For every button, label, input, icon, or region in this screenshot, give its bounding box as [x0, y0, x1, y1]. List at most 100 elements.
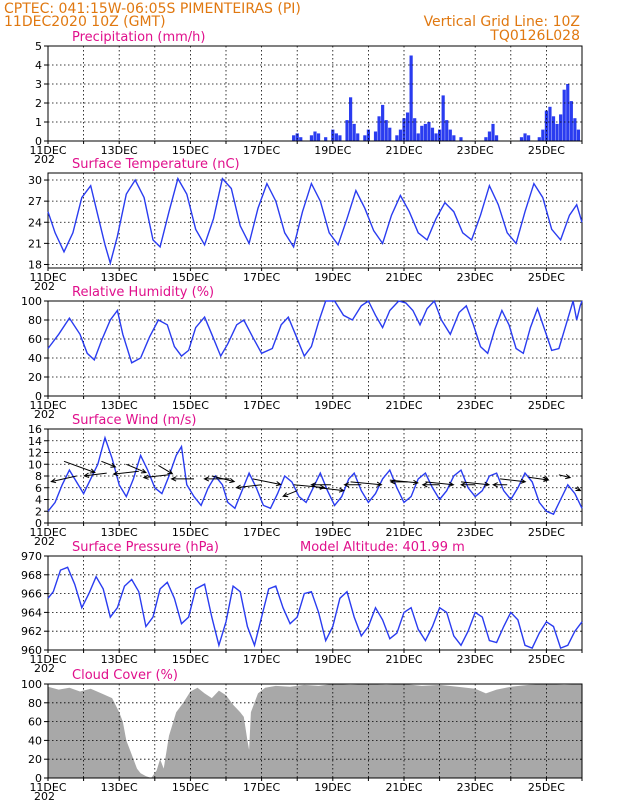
- precip-bar: [334, 133, 338, 141]
- precip-bar: [292, 135, 296, 141]
- wind-vector: [542, 475, 550, 481]
- precip-bar: [299, 137, 303, 141]
- y-tick-label: 3: [35, 78, 42, 91]
- precip-panel: 0 1 2 3 4 5 11DEC 13DEC 15DEC 17DEC 19DEC 21DEC 23DE…: [29, 30, 583, 166]
- y-tick-label: 27: [28, 195, 42, 208]
- x-tick-label: 21DEC: [385, 271, 422, 284]
- x-tick-label: 25DEC: [528, 399, 565, 412]
- y-tick-label: 2: [35, 97, 42, 110]
- x-tick-label: 21DEC: [385, 526, 422, 539]
- y-tick-label: 14: [28, 435, 42, 448]
- y-tick-label: 20: [28, 753, 42, 766]
- precip-bar: [349, 97, 353, 141]
- x-tick-label: 15DEC: [172, 526, 209, 539]
- wind-title: Surface Wind (m/s): [72, 413, 196, 428]
- temp-line: [47, 176, 583, 266]
- precip-bar: [316, 133, 321, 141]
- y-tick-label: 10: [28, 458, 42, 471]
- x-tick-label: 13DEC: [101, 781, 138, 794]
- y-tick-label: 24: [28, 216, 42, 229]
- y-tick-label: 5: [35, 40, 42, 53]
- precip-bar: [402, 118, 406, 141]
- precip-bar: [519, 137, 524, 141]
- precip-bar: [395, 135, 399, 141]
- wind-vector: [142, 474, 170, 480]
- temp-title: Surface Temperature (nC): [72, 157, 240, 172]
- precip-bar: [494, 135, 499, 141]
- y-tick-label: 100: [21, 295, 42, 308]
- pressure-note: Model Altitude: 401.99 m: [300, 540, 465, 555]
- x-year-label: 202: [34, 408, 55, 421]
- precip-bar: [430, 127, 435, 141]
- x-tick-label: 11DEC: [29, 781, 66, 794]
- x-tick-label: 19DEC: [314, 653, 351, 666]
- precip-bar: [420, 125, 424, 141]
- precip-bar: [345, 120, 349, 141]
- y-tick-label: 0: [35, 390, 42, 403]
- rh-panel: 0 20 40 60 80 100 11DEC 13DEC 15DEC 17DEC 19DEC 21D…: [21, 285, 583, 421]
- y-tick-label: 0: [35, 135, 42, 148]
- precip-bar: [566, 84, 570, 141]
- pressure-title: Surface Pressure (hPa): [72, 540, 219, 555]
- cloud-frame: [47, 683, 583, 779]
- y-tick-label: 8: [35, 470, 42, 483]
- precip-bar: [405, 112, 410, 141]
- y-tick-label: 20: [28, 371, 42, 384]
- precip-bar: [363, 135, 367, 141]
- wind-vector: [252, 478, 282, 487]
- x-year-label: 202: [34, 535, 55, 548]
- wind-vector: [83, 472, 107, 478]
- precip-bar: [352, 123, 356, 141]
- y-tick-label: 964: [21, 606, 42, 619]
- x-tick-label: 23DEC: [457, 526, 494, 539]
- pressure-panel: 960 962 964 966 968 970 11DEC 13DEC 15DEC 17DEC 19…: [21, 540, 583, 675]
- wind-vector: [421, 482, 440, 488]
- x-tick-label: 17DEC: [243, 653, 280, 666]
- y-tick-label: 966: [21, 588, 42, 601]
- y-tick-label: 40: [28, 734, 42, 747]
- wind-vector: [574, 486, 582, 492]
- y-tick-label: 960: [21, 644, 42, 657]
- precip-bar: [416, 133, 420, 141]
- wind-vector: [282, 490, 298, 498]
- x-tick-label: 15DEC: [172, 781, 209, 794]
- header-grid-note: Vertical Grid Line: 10Z: [424, 14, 580, 30]
- x-tick-label: 23DEC: [457, 781, 494, 794]
- precip-bar: [537, 137, 541, 141]
- pressure-line: [47, 566, 583, 650]
- rh-frame: [47, 300, 583, 397]
- pressure-frame: [47, 555, 583, 651]
- precip-bar: [373, 131, 378, 141]
- precip-bar: [541, 129, 545, 141]
- precip-bar: [324, 137, 328, 141]
- y-tick-label: 12: [28, 447, 42, 460]
- x-tick-label: 11DEC: [29, 271, 66, 284]
- x-tick-label: 21DEC: [385, 653, 422, 666]
- wind-vector: [203, 476, 230, 482]
- x-tick-label: 21DEC: [385, 399, 422, 412]
- y-tick-label: 1: [35, 116, 42, 129]
- y-tick-label: 4: [35, 494, 42, 507]
- x-year-label: 202: [34, 153, 55, 166]
- x-tick-label: 19DEC: [314, 144, 351, 157]
- rh-line: [47, 299, 583, 364]
- x-year-label: 202: [34, 790, 55, 800]
- x-tick-label: 17DEC: [243, 271, 280, 284]
- wind-vector: [101, 460, 117, 468]
- precip-bar: [338, 135, 342, 141]
- wind-vector: [112, 470, 139, 477]
- rh-title: Relative Humidity (%): [72, 285, 214, 300]
- x-tick-label: 13DEC: [101, 144, 138, 157]
- precip-bar: [398, 129, 403, 141]
- precip-bar: [459, 137, 463, 141]
- x-tick-label: 19DEC: [314, 781, 351, 794]
- x-tick-label: 25DEC: [528, 271, 565, 284]
- x-tick-label: 17DEC: [243, 144, 280, 157]
- x-tick-label: 15DEC: [172, 144, 209, 157]
- precip-bar: [441, 95, 445, 141]
- precip-bar: [313, 131, 317, 141]
- x-year-label: 202: [34, 662, 55, 675]
- precip-bar: [448, 129, 452, 141]
